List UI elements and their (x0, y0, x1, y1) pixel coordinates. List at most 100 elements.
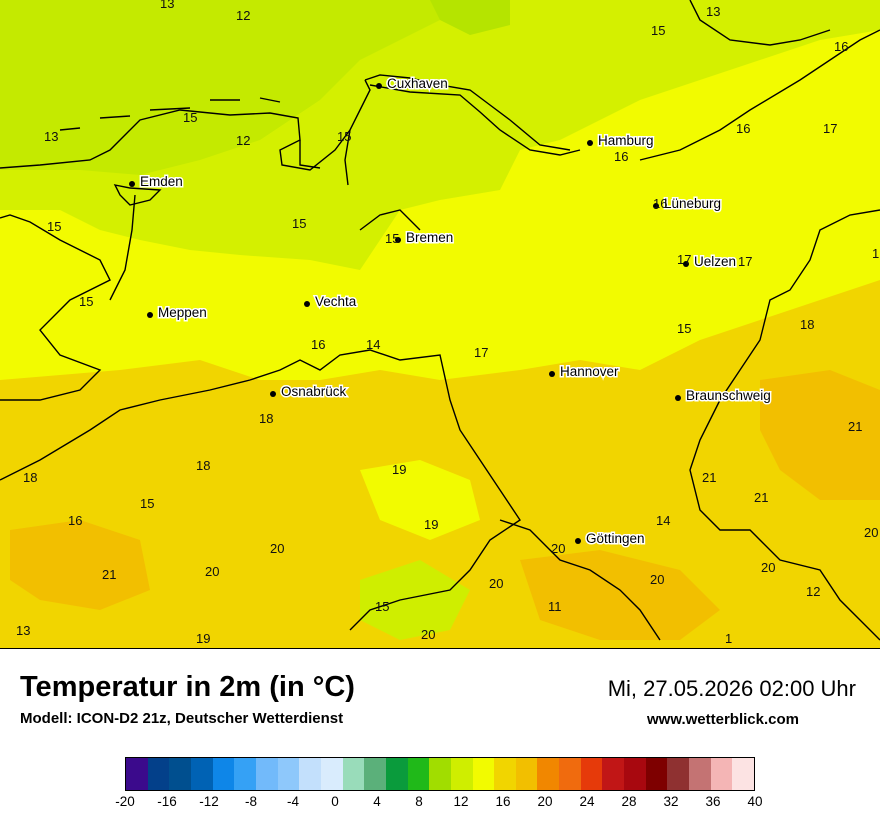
map-title: Temperatur in 2m (in °C) (20, 671, 355, 703)
city-dot (653, 203, 659, 209)
temperature-value: 13 (706, 4, 720, 19)
temperature-value: 14 (366, 337, 380, 352)
legend-tick-label: 32 (663, 794, 679, 809)
temperature-value: 15 (651, 23, 665, 38)
temperature-value: 15 (79, 294, 93, 309)
temperature-value: 21 (848, 419, 862, 434)
temperature-value: 20 (205, 564, 219, 579)
temperature-value: 15 (140, 496, 154, 511)
river-aller (359, 209, 421, 231)
legend-swatch (559, 758, 581, 790)
temperature-value: 15 (292, 216, 306, 231)
city-dot (575, 538, 581, 544)
city-label: Hannover (560, 364, 619, 379)
temperature-value: 21 (102, 567, 116, 582)
temperature-value: 21 (702, 470, 716, 485)
islands (59, 97, 281, 131)
city-dot (675, 395, 681, 401)
city-dot (147, 312, 153, 318)
legend-swatch (624, 758, 646, 790)
temperature-value: 15 (47, 219, 61, 234)
legend-tick-label: -16 (157, 794, 177, 809)
temperature-value: 12 (806, 584, 820, 599)
temperature-value: 16 (614, 149, 628, 164)
temperature-value: 15 (375, 599, 389, 614)
legend-swatch (580, 758, 603, 790)
temperature-value: 17 (823, 121, 837, 136)
dollart (113, 184, 162, 206)
border-mv (689, 0, 831, 46)
legend-swatch (450, 758, 473, 790)
temp-field-south-18 (0, 280, 880, 648)
legend-swatch (169, 758, 191, 790)
temperature-value: 16 (736, 121, 750, 136)
legend-swatch (602, 758, 625, 790)
borders (0, 0, 880, 641)
city-dot (587, 140, 593, 146)
legend-tick-label: 36 (705, 794, 721, 809)
legend-tick-label: 8 (415, 794, 423, 809)
city-label: Lüneburg (664, 196, 721, 211)
temperature-value: 17 (738, 254, 752, 269)
temperature-value: 20 (270, 541, 284, 556)
legend-swatch (732, 758, 755, 790)
legend-swatch (255, 758, 278, 790)
city-label: Meppen (158, 305, 207, 320)
temperature-value: 16 (653, 196, 667, 211)
temp-field-sea-13 (430, 0, 510, 35)
temperature-value: 18 (800, 317, 814, 332)
border-nrw (0, 349, 521, 631)
value-layer: 13 12 13 15 16 15 13 12 15 16 17 16 16 15 15 15 17 17 1 15 1… (16, 0, 879, 646)
temperature-value: 13 (44, 129, 58, 144)
color-legend (125, 757, 755, 791)
legend-swatch (342, 758, 365, 790)
temperature-value: 18 (259, 411, 273, 426)
legend-swatch (385, 758, 408, 790)
temperature-value: 11 (548, 599, 562, 614)
legend-swatch (429, 758, 451, 790)
legend-swatch (689, 758, 711, 790)
city-label: Cuxhaven (387, 76, 448, 91)
temperature-value: 19 (424, 517, 438, 532)
temperature-value: 20 (489, 576, 503, 591)
legend-swatch (277, 758, 300, 790)
legend-swatch (472, 758, 495, 790)
legend-swatch (126, 758, 148, 790)
legend-swatch (234, 758, 256, 790)
temperature-value: 20 (421, 627, 435, 642)
city-dot (304, 301, 310, 307)
border-sachsen-anhalt (689, 209, 880, 641)
temp-field-21-sw (10, 520, 150, 610)
legend-swatch (320, 758, 343, 790)
city-label: Hamburg (598, 133, 654, 148)
temp-field-19-mid (360, 460, 480, 540)
legend-tick-label: 12 (453, 794, 469, 809)
elbe-south (369, 84, 581, 156)
temperature-value: 1 (872, 246, 879, 261)
temperature-value: 1 (725, 631, 732, 646)
city-label: Uelzen (694, 254, 736, 269)
city-label: Vechta (315, 294, 357, 309)
legend-swatch (537, 758, 560, 790)
border-east-north (639, 29, 880, 161)
city-label: Göttingen (586, 531, 645, 546)
legend-tick-label: 20 (537, 794, 553, 809)
temperature-value: 18 (23, 470, 37, 485)
city-label: Bremen (406, 230, 453, 245)
legend-swatch (494, 758, 516, 790)
temperature-value: 18 (196, 458, 210, 473)
legend-tick-label: 16 (495, 794, 511, 809)
legend-tick-label: 0 (331, 794, 339, 809)
temperature-map: Cuxhaven Hamburg Emden Lüneburg Bremen Uelzen… (0, 0, 880, 649)
website-link[interactable]: www.wetterblick.com (647, 711, 799, 728)
border-nl (0, 214, 111, 401)
city-label: Osnabrück (281, 384, 347, 399)
temperature-value: 15 (385, 231, 399, 246)
legend-swatch (364, 758, 386, 790)
legend-swatch (710, 758, 733, 790)
city-dot (549, 371, 555, 377)
temperature-value: 19 (392, 462, 406, 477)
temp-field-nw-14 (0, 0, 440, 175)
temp-field-19-valley (360, 560, 470, 640)
legend-tick-label: -8 (244, 794, 258, 809)
